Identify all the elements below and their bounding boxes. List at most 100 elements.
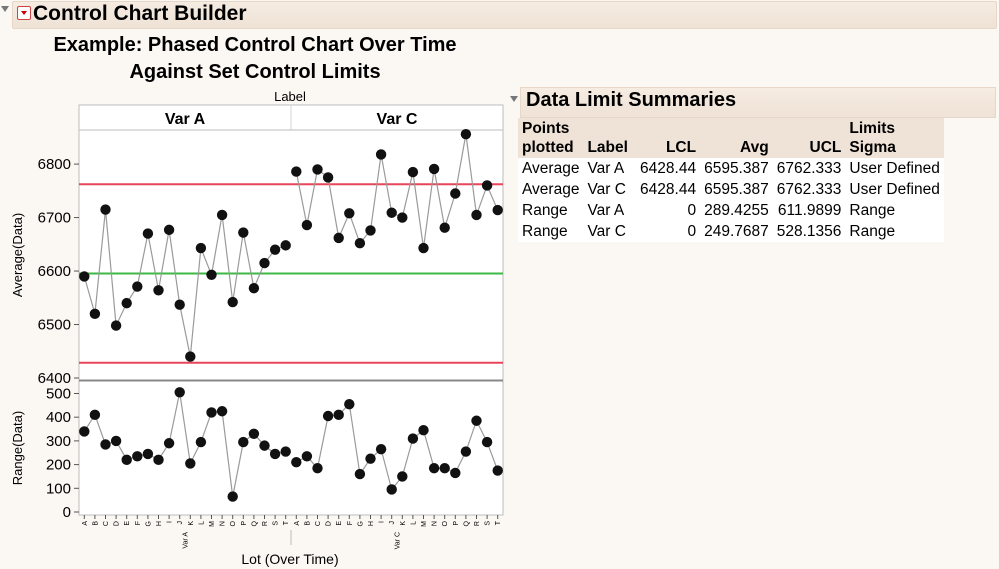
summary-title: Data Limit Summaries xyxy=(526,89,737,111)
limit-summary-table: Points plotted Label LCL Avg UCL Limits Si… xyxy=(518,118,944,242)
disclosure-triangle-icon[interactable] xyxy=(1,6,9,12)
average-point xyxy=(365,225,376,236)
average-point xyxy=(259,257,270,269)
range-y-tick-label: 100 xyxy=(46,480,71,497)
range-point xyxy=(354,468,366,480)
report-header: Control Chart Builder xyxy=(0,0,999,29)
average-point xyxy=(185,351,196,362)
average-point xyxy=(195,242,207,254)
average-point xyxy=(460,128,472,140)
range-point xyxy=(280,446,291,457)
x-tick-label: M xyxy=(209,521,216,527)
average-point xyxy=(89,308,101,320)
phase-axis-label: Label xyxy=(274,89,306,104)
table-row: Average Var C 6428.44 6595.387 6762.333 … xyxy=(518,179,944,200)
average-point xyxy=(375,149,387,160)
x-tick-label: O xyxy=(442,520,449,526)
x-tick-label: D xyxy=(326,521,333,526)
table-row: Range Var A 0 289.4255 611.9899 Range xyxy=(518,200,944,221)
table-row: Average Var A 6428.44 6595.387 6762.333 … xyxy=(518,158,944,179)
average-point xyxy=(142,228,154,239)
summary-header-bar xyxy=(520,87,996,118)
x-tick-label: T xyxy=(283,520,290,525)
range-point xyxy=(89,409,101,421)
range-point xyxy=(238,436,249,448)
x-tick-label: F xyxy=(347,521,354,525)
average-y-tick-label: 6400 xyxy=(38,370,71,387)
range-point xyxy=(344,398,355,410)
average-point xyxy=(79,271,90,282)
range-point xyxy=(492,465,503,476)
disclosure-triangle-icon[interactable] xyxy=(510,96,518,102)
range-point xyxy=(439,462,450,474)
range-point xyxy=(460,446,472,457)
x-tick-label: D xyxy=(114,521,121,526)
range-y-tick-label: 200 xyxy=(46,457,71,474)
range-point xyxy=(333,409,344,421)
header-bar xyxy=(12,1,997,29)
average-point xyxy=(291,166,302,177)
red-triangle-menu-icon[interactable] xyxy=(17,6,31,20)
x-tick-label: A xyxy=(82,521,89,526)
average-point xyxy=(492,204,503,216)
range-y-tick-label: 400 xyxy=(46,409,71,426)
range-point xyxy=(450,467,461,479)
col-avg: Avg xyxy=(700,118,773,158)
average-point xyxy=(301,219,313,231)
range-point xyxy=(153,454,164,466)
range-y-tick-label: 0 xyxy=(63,504,71,521)
x-tick-label: E xyxy=(124,521,131,526)
average-point xyxy=(227,296,238,308)
x-tick-label: P xyxy=(241,521,248,526)
average-y-tick-label: 6700 xyxy=(38,210,71,227)
range-plot-frame xyxy=(78,380,504,516)
range-point xyxy=(397,471,408,482)
x-tick-label: S xyxy=(273,521,280,526)
x-tick-label: Q xyxy=(251,520,258,526)
x-tick-label: A xyxy=(294,521,301,526)
range-point xyxy=(375,443,387,455)
range-point xyxy=(312,462,323,474)
x-tick-label: I xyxy=(379,521,386,523)
average-point xyxy=(163,224,175,236)
x-tick-label: J xyxy=(389,521,396,525)
col-points-plotted: Points plotted xyxy=(518,118,584,158)
range-point xyxy=(206,407,217,418)
chart-title: Example: Phased Control Chart Over Time … xyxy=(20,32,490,86)
average-point xyxy=(153,285,164,296)
range-point xyxy=(322,410,334,422)
average-point xyxy=(471,209,482,221)
x-tick-label: H xyxy=(156,521,163,526)
phase-tick-label: Var C xyxy=(395,532,402,549)
average-point xyxy=(481,180,493,191)
average-point xyxy=(216,209,228,221)
average-series-line xyxy=(295,134,499,249)
x-tick-label: P xyxy=(453,521,460,526)
average-point xyxy=(397,212,408,223)
average-point xyxy=(248,282,260,294)
range-point xyxy=(79,426,90,437)
average-point xyxy=(354,238,366,249)
average-plot-frame xyxy=(78,129,504,381)
x-tick-label: H xyxy=(368,521,375,526)
col-lcl: LCL xyxy=(631,118,701,158)
x-tick-label: B xyxy=(304,521,311,526)
average-point xyxy=(100,204,111,215)
average-point xyxy=(206,269,217,280)
average-point xyxy=(312,164,323,175)
range-point xyxy=(248,428,260,439)
x-tick-label: S xyxy=(485,521,492,526)
average-point xyxy=(132,281,143,292)
phase-label-var-c: Var C xyxy=(377,111,418,128)
range-y-axis-label: Range(Data) xyxy=(10,411,25,485)
x-tick-label: F xyxy=(135,521,142,525)
range-point xyxy=(386,484,397,495)
range-point xyxy=(481,436,493,448)
range-y-tick-label: 500 xyxy=(46,385,71,402)
range-point xyxy=(142,448,154,460)
average-point xyxy=(238,227,249,238)
range-point xyxy=(132,451,143,462)
average-point xyxy=(174,299,185,310)
average-y-tick-label: 6800 xyxy=(38,156,71,173)
x-tick-label: K xyxy=(188,521,195,526)
